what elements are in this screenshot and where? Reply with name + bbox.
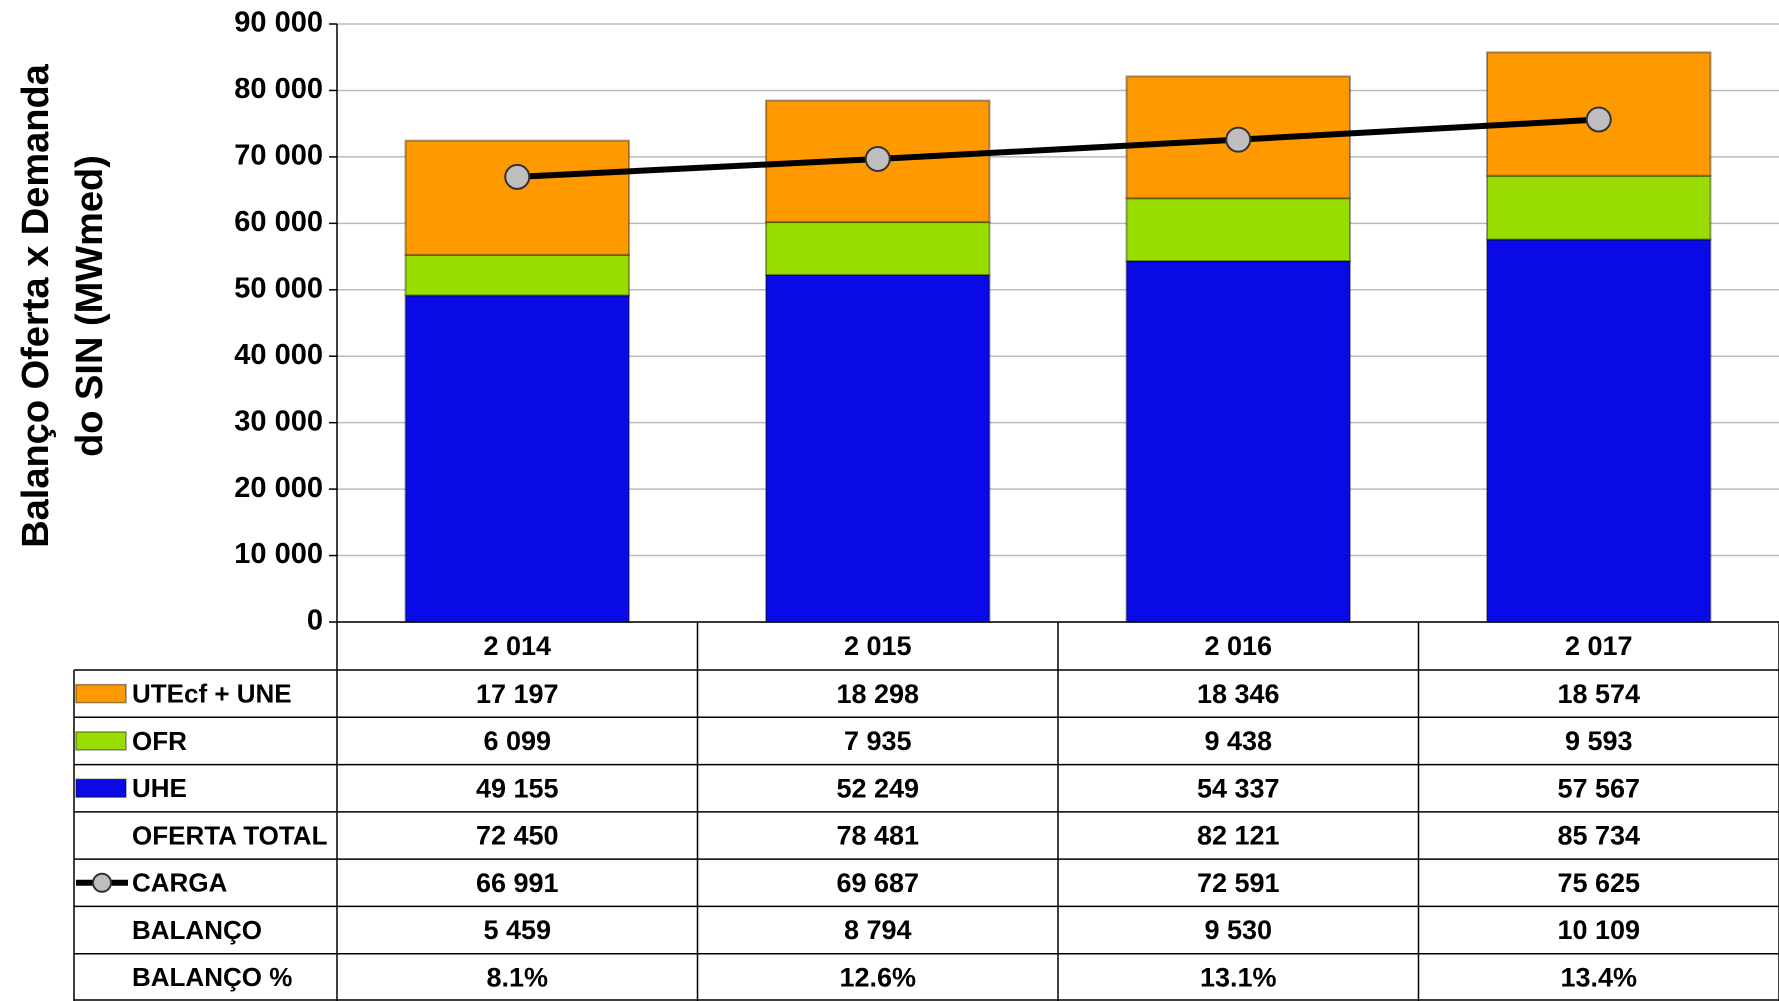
line-marker: [504, 163, 531, 190]
table-value: 82 121: [1197, 821, 1280, 851]
table-value: 18 346: [1197, 679, 1280, 709]
table-value: 18 298: [836, 679, 919, 709]
y-tick-label: 50 000: [234, 272, 323, 304]
y-tick-label: 90 000: [234, 7, 323, 39]
x-tick-label: 2 016: [1204, 631, 1272, 661]
bar-segment: [764, 221, 991, 276]
table-value: 13.1%: [1200, 962, 1277, 992]
table-value: 13.4%: [1560, 962, 1637, 992]
y-tick-label: 70 000: [234, 140, 323, 172]
x-tick-label: 2 017: [1565, 631, 1633, 661]
y-tick-label: 10 000: [234, 538, 323, 570]
legend-swatch: [75, 731, 127, 751]
bar-segment: [404, 294, 631, 623]
bar-segment: [1485, 174, 1712, 241]
table-value: 72 591: [1197, 868, 1280, 898]
table-value: 9 438: [1204, 726, 1272, 756]
table-value: 10 109: [1557, 915, 1640, 945]
bar-segment: [404, 253, 631, 297]
y-tick-label: 20 000: [234, 472, 323, 504]
table-value: 52 249: [836, 773, 919, 803]
y-axis-label: Balanço Oferta x Demanda: [15, 63, 57, 547]
legend-label: UTEcf + UNE: [132, 679, 292, 709]
y-tick-label: 40 000: [234, 339, 323, 371]
table-value: 54 337: [1197, 773, 1280, 803]
bar-segment: [404, 139, 631, 256]
legend-label: BALANÇO: [132, 915, 262, 945]
legend-swatch: [75, 683, 127, 704]
table-value: 6 099: [483, 726, 551, 756]
legend-label: OFERTA TOTAL: [132, 820, 328, 850]
table-value: 57 567: [1557, 773, 1640, 803]
legend-label: UHE: [132, 773, 187, 803]
table-value: 5 459: [483, 915, 551, 945]
table-value: 9 530: [1204, 915, 1272, 945]
x-tick-label: 2 014: [483, 631, 551, 661]
y-tick-label: 30 000: [234, 405, 323, 437]
table-value: 8 794: [844, 915, 912, 945]
table-value: 75 625: [1557, 868, 1640, 898]
table-value: 9 593: [1565, 726, 1633, 756]
table-value: 8.1%: [486, 962, 548, 992]
legend-label: CARGA: [132, 868, 228, 898]
bar-segment: [764, 273, 991, 623]
line-marker: [1225, 126, 1252, 153]
y-axis-label: do SIN (MWmed): [69, 155, 111, 457]
bar-segment: [1485, 238, 1712, 623]
legend-marker: [92, 872, 112, 893]
line-marker: [864, 145, 891, 172]
legend-label: BALANÇO %: [132, 962, 292, 992]
table-value: 7 935: [844, 726, 912, 756]
legend-swatch: [75, 778, 127, 798]
table-value: 69 687: [836, 868, 919, 898]
legend-label: OFR: [132, 726, 187, 756]
table-value: 72 450: [476, 821, 559, 851]
table-value: 85 734: [1557, 821, 1640, 851]
table-value: 66 991: [476, 868, 559, 898]
line: [517, 116, 1599, 180]
y-tick-label: 60 000: [234, 206, 323, 238]
y-tick-label: 80 000: [234, 73, 323, 105]
table-value: 17 197: [476, 679, 559, 709]
bar-segment: [1125, 197, 1352, 262]
table-value: 18 574: [1557, 679, 1640, 709]
bar-segment: [1125, 259, 1352, 623]
line-marker: [1585, 106, 1612, 133]
y-tick-label: 0: [307, 605, 323, 637]
table-value: 12.6%: [839, 962, 916, 992]
x-tick-label: 2 015: [844, 631, 912, 661]
table-value: 78 481: [836, 821, 919, 851]
table-value: 49 155: [476, 773, 559, 803]
